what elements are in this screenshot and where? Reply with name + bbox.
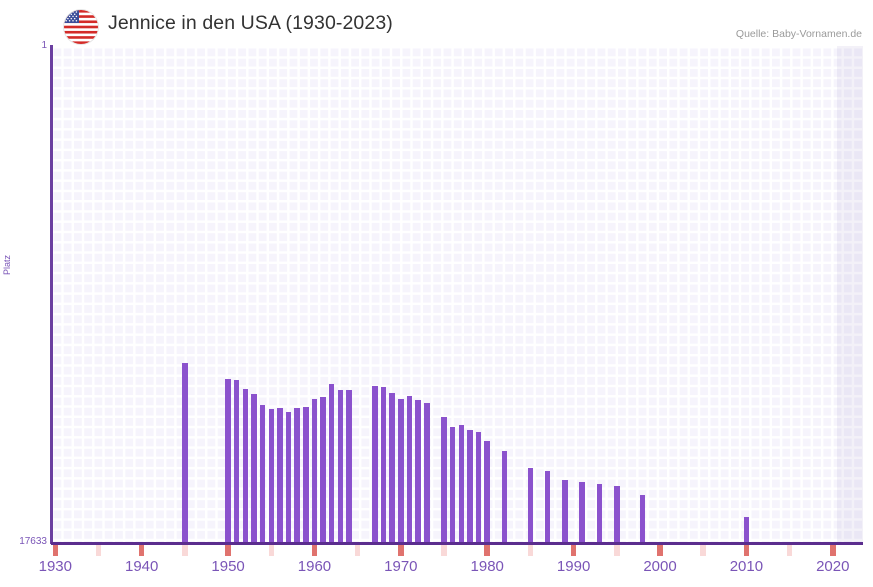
x-axis-tick-marks xyxy=(51,545,863,556)
y-axis-tick-bottom: 17633 xyxy=(19,536,47,547)
y-axis-tick-top: 1 xyxy=(41,40,47,51)
bar xyxy=(277,407,283,543)
bar xyxy=(311,399,318,543)
forecast-region-shading xyxy=(837,46,863,543)
x-tick-major xyxy=(657,545,663,556)
bar xyxy=(389,392,395,543)
x-tick-major xyxy=(484,545,490,556)
x-tick-minor xyxy=(95,545,102,556)
y-axis-line xyxy=(50,45,53,544)
chart-header: Jennice in den USA (1930-2023) Quelle: B… xyxy=(0,0,873,44)
x-axis-tick-label: 1940 xyxy=(125,558,159,575)
bar xyxy=(294,408,300,543)
bar xyxy=(225,378,231,543)
x-tick-minor xyxy=(700,545,706,556)
bar xyxy=(484,440,490,543)
y-axis-title: Platz xyxy=(2,254,12,275)
x-axis-tick-label: 1960 xyxy=(297,558,332,575)
bars-container xyxy=(51,46,863,543)
x-tick-major xyxy=(398,545,404,556)
bar xyxy=(320,397,326,543)
plot-area xyxy=(51,46,863,543)
source-attribution: Quelle: Baby-Vornamen.de xyxy=(735,28,862,40)
bar xyxy=(380,387,387,543)
x-axis-tick-label: 1980 xyxy=(470,558,504,575)
bar xyxy=(579,482,585,543)
bar xyxy=(182,363,188,543)
bar xyxy=(415,400,421,543)
bar xyxy=(303,406,309,543)
x-tick-minor xyxy=(614,545,620,556)
x-tick-major xyxy=(138,545,145,556)
bar xyxy=(372,385,378,543)
bar xyxy=(328,383,335,543)
bar xyxy=(242,389,249,543)
bar xyxy=(233,379,240,543)
x-axis-tick-label: 1990 xyxy=(556,558,591,575)
bar xyxy=(458,424,465,543)
x-axis-tick-label: 2010 xyxy=(729,558,764,575)
bar xyxy=(639,495,646,543)
bar xyxy=(268,408,275,543)
bar xyxy=(259,404,266,543)
x-tick-major xyxy=(570,545,577,556)
x-tick-minor xyxy=(786,545,793,556)
x-axis-labels: 1930 1940 1950 1960 1970 1980 1990 2000 2010 2020 xyxy=(39,558,863,582)
bar xyxy=(562,479,568,543)
x-axis-tick-label: 2020 xyxy=(816,558,850,575)
bar xyxy=(544,471,551,543)
x-tick-minor xyxy=(268,545,275,556)
x-axis-tick-label: 1930 xyxy=(38,558,72,575)
bar xyxy=(337,389,344,543)
page-title: Jennice in den USA (1930-2023) xyxy=(108,12,393,34)
bar xyxy=(346,389,352,543)
bar xyxy=(251,394,257,543)
x-tick-major xyxy=(52,545,59,556)
bar xyxy=(424,402,430,543)
bar xyxy=(398,398,404,543)
bar xyxy=(475,432,482,543)
x-tick-major xyxy=(225,545,231,556)
x-axis-tick-label: 1950 xyxy=(211,558,245,575)
usa-flag-icon xyxy=(64,10,98,44)
bar xyxy=(406,395,413,543)
bar xyxy=(743,516,750,543)
x-tick-minor xyxy=(182,545,188,556)
bar xyxy=(449,427,456,543)
bar xyxy=(285,411,292,543)
x-tick-major xyxy=(743,545,750,556)
x-axis-tick-label: 2000 xyxy=(643,558,677,575)
x-tick-minor xyxy=(441,545,447,556)
bar xyxy=(467,430,473,543)
x-tick-major xyxy=(830,545,836,556)
x-tick-major xyxy=(311,545,318,556)
x-axis-line xyxy=(51,542,863,545)
bar xyxy=(614,486,620,543)
bar xyxy=(441,416,447,543)
bar xyxy=(527,467,534,543)
x-tick-minor xyxy=(354,545,361,556)
x-tick-minor xyxy=(527,545,534,556)
x-axis-tick-label: 1970 xyxy=(384,558,418,575)
bar xyxy=(501,451,508,543)
bar xyxy=(596,483,603,543)
